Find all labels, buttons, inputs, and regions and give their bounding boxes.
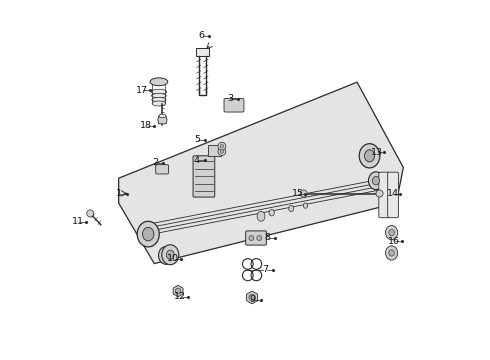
Ellipse shape [162, 245, 179, 265]
Ellipse shape [386, 226, 398, 240]
Ellipse shape [303, 203, 308, 208]
Text: 5: 5 [194, 135, 200, 144]
Polygon shape [158, 116, 167, 124]
Text: 10: 10 [167, 255, 179, 264]
Circle shape [218, 142, 226, 150]
Circle shape [249, 235, 254, 240]
Ellipse shape [163, 251, 170, 260]
FancyBboxPatch shape [379, 172, 390, 218]
Ellipse shape [359, 144, 380, 168]
Polygon shape [246, 291, 258, 304]
FancyBboxPatch shape [388, 172, 398, 218]
Text: 9: 9 [250, 296, 256, 305]
Bar [208, 145, 221, 156]
Circle shape [249, 294, 255, 301]
FancyBboxPatch shape [224, 99, 244, 112]
Text: 8: 8 [264, 233, 270, 242]
Polygon shape [119, 82, 403, 264]
Circle shape [87, 210, 94, 217]
Text: 4: 4 [194, 156, 200, 165]
Ellipse shape [167, 250, 174, 259]
Ellipse shape [150, 78, 168, 86]
Text: 16: 16 [388, 237, 400, 246]
FancyBboxPatch shape [193, 156, 215, 197]
Ellipse shape [372, 176, 379, 185]
Ellipse shape [365, 150, 374, 162]
Polygon shape [173, 285, 183, 297]
Text: 17: 17 [136, 86, 148, 95]
Ellipse shape [159, 247, 173, 264]
FancyBboxPatch shape [156, 165, 169, 174]
Text: 12: 12 [174, 292, 186, 301]
Ellipse shape [269, 210, 274, 216]
Circle shape [220, 144, 223, 148]
Ellipse shape [152, 101, 166, 106]
Ellipse shape [257, 211, 265, 221]
Ellipse shape [159, 114, 166, 118]
Ellipse shape [151, 94, 167, 98]
Ellipse shape [289, 206, 294, 211]
Ellipse shape [368, 172, 383, 190]
Text: 1: 1 [116, 189, 122, 198]
Circle shape [257, 235, 262, 240]
Text: 13: 13 [370, 148, 383, 157]
Circle shape [376, 190, 383, 197]
Ellipse shape [137, 221, 159, 247]
Text: 15: 15 [292, 189, 304, 198]
Text: 18: 18 [140, 121, 152, 130]
Text: 11: 11 [72, 217, 84, 226]
Circle shape [300, 190, 307, 197]
Text: 2: 2 [152, 158, 158, 167]
Text: 7: 7 [263, 265, 269, 274]
Text: 6: 6 [198, 31, 205, 40]
Text: 14: 14 [387, 189, 399, 198]
Ellipse shape [389, 250, 394, 256]
Bar [196, 48, 209, 56]
Circle shape [175, 288, 181, 294]
Circle shape [220, 150, 223, 153]
Ellipse shape [389, 229, 394, 236]
Ellipse shape [151, 89, 167, 94]
Circle shape [218, 148, 226, 156]
Text: 3: 3 [227, 94, 233, 103]
Ellipse shape [143, 227, 154, 241]
Ellipse shape [386, 246, 398, 260]
FancyBboxPatch shape [245, 231, 267, 245]
Ellipse shape [152, 98, 166, 102]
